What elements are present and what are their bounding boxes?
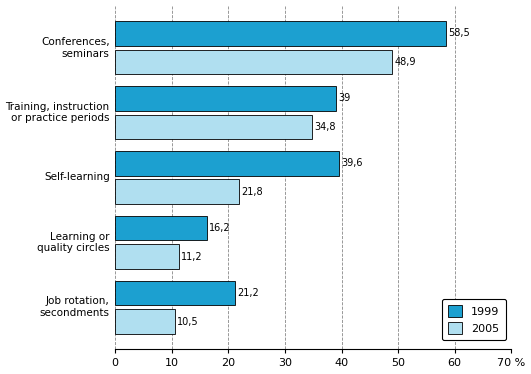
Bar — [115, 244, 178, 269]
Text: 21,2: 21,2 — [237, 288, 259, 298]
Text: 21,8: 21,8 — [241, 187, 262, 197]
Bar — [115, 114, 312, 139]
Bar — [115, 21, 446, 46]
Text: 58,5: 58,5 — [449, 28, 470, 39]
Text: 10,5: 10,5 — [177, 316, 199, 327]
Bar — [115, 280, 235, 305]
Text: 39: 39 — [338, 94, 350, 103]
Legend: 1999, 2005: 1999, 2005 — [442, 299, 506, 340]
Text: 16,2: 16,2 — [209, 223, 231, 233]
Bar — [115, 50, 392, 74]
Bar — [115, 309, 175, 334]
Bar — [115, 180, 238, 204]
Text: 39,6: 39,6 — [341, 158, 363, 168]
Bar — [115, 86, 336, 111]
Bar — [115, 151, 339, 175]
Bar — [115, 216, 207, 240]
Text: 34,8: 34,8 — [314, 122, 336, 132]
Text: 11,2: 11,2 — [181, 252, 202, 262]
Text: 48,9: 48,9 — [394, 57, 416, 67]
